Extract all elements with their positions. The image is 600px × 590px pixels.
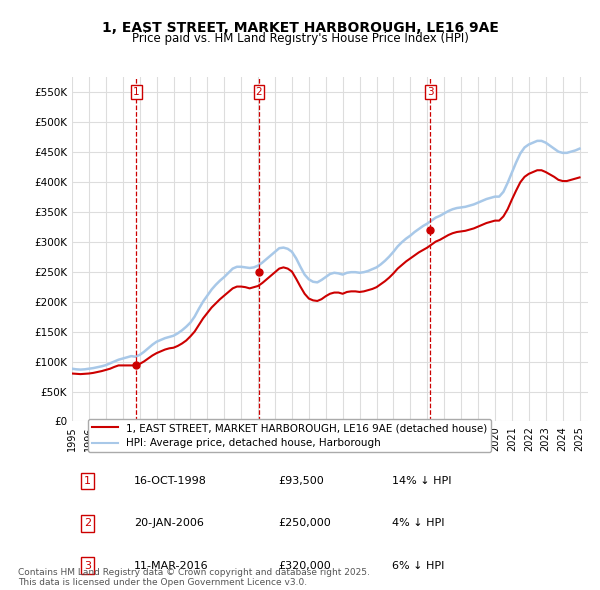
Text: 16-OCT-1998: 16-OCT-1998 xyxy=(134,476,207,486)
Text: 3: 3 xyxy=(84,560,91,571)
Text: 14% ↓ HPI: 14% ↓ HPI xyxy=(392,476,451,486)
Text: £320,000: £320,000 xyxy=(278,560,331,571)
Text: £93,500: £93,500 xyxy=(278,476,324,486)
Text: Contains HM Land Registry data © Crown copyright and database right 2025.
This d: Contains HM Land Registry data © Crown c… xyxy=(18,568,370,587)
Text: 11-MAR-2016: 11-MAR-2016 xyxy=(134,560,209,571)
Text: 4% ↓ HPI: 4% ↓ HPI xyxy=(392,519,445,529)
Text: 2: 2 xyxy=(84,519,91,529)
Text: 2: 2 xyxy=(256,87,262,97)
Text: Price paid vs. HM Land Registry's House Price Index (HPI): Price paid vs. HM Land Registry's House … xyxy=(131,32,469,45)
Text: 1: 1 xyxy=(84,476,91,486)
Text: 1: 1 xyxy=(133,87,139,97)
Text: £250,000: £250,000 xyxy=(278,519,331,529)
Text: 20-JAN-2006: 20-JAN-2006 xyxy=(134,519,204,529)
Legend: 1, EAST STREET, MARKET HARBOROUGH, LE16 9AE (detached house), HPI: Average price: 1, EAST STREET, MARKET HARBOROUGH, LE16 … xyxy=(88,419,491,453)
Text: 1, EAST STREET, MARKET HARBOROUGH, LE16 9AE: 1, EAST STREET, MARKET HARBOROUGH, LE16 … xyxy=(101,21,499,35)
Text: 6% ↓ HPI: 6% ↓ HPI xyxy=(392,560,444,571)
Text: 3: 3 xyxy=(427,87,434,97)
